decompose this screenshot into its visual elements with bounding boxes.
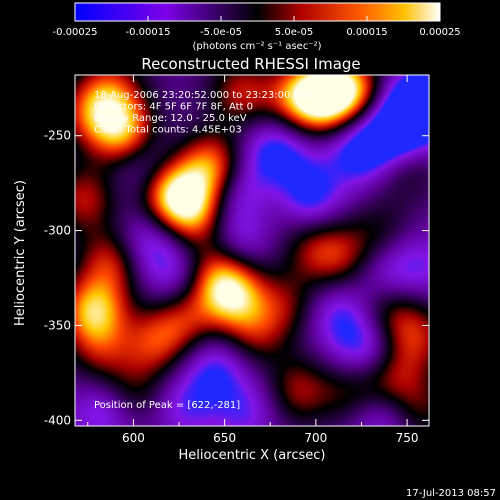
- annotation-line: Clean Total counts: 4.45E+03: [94, 125, 242, 136]
- x-tick-label: 700: [304, 431, 327, 445]
- timestamp: 17-Jul-2013 08:57: [406, 488, 496, 499]
- colorbar-tick-label: -0.00015: [126, 27, 171, 38]
- plot-frame: [74, 74, 430, 427]
- x-axis-label: Heliocentric X (arcsec): [179, 448, 326, 463]
- chart-title: Reconstructed RHESSI Image: [141, 55, 360, 73]
- colorbar-tick-label: 5.0e-05: [275, 27, 313, 38]
- colorbar-tick-label: -5.0e-05: [200, 27, 242, 38]
- annotation-line: Detectors: 4F 5F 6F 7F 8F, Att 0: [94, 102, 253, 113]
- colorbar-ticks: -0.00025 -0.00015 -5.0e-05 5.0e-05 0.00015 0.…: [53, 16, 461, 38]
- colorbar-label: (photons cm⁻² s⁻¹ asec⁻²): [192, 41, 321, 52]
- annotation-line: 18-Aug-2006 23:20:52.000 to 23:23:00.000: [94, 90, 313, 101]
- colorbar: [74, 2, 441, 22]
- annotations: 18-Aug-2006 23:20:52.000 to 23:23:00.000…: [94, 90, 313, 136]
- y-tick-label: -400: [44, 413, 71, 427]
- colorbar-tick-label: -0.00025: [53, 27, 98, 38]
- y-tick-label: -350: [44, 318, 71, 332]
- axes: 600 650 700 750 -250 -300 -350 -400: [44, 75, 429, 445]
- heatmap-image: [75, 75, 429, 426]
- x-tick-label: 650: [213, 431, 236, 445]
- y-tick-label: -250: [44, 129, 71, 143]
- x-tick-label: 600: [122, 431, 145, 445]
- y-axis-label: Heliocentric Y (arcsec): [13, 180, 28, 326]
- colorbar-tick-label: 0.00025: [419, 27, 460, 38]
- annotation-line: Energy Range: 12.0 - 25.0 keV: [94, 113, 247, 124]
- y-tick-label: -300: [44, 224, 71, 238]
- x-tick-label: 750: [396, 431, 419, 445]
- peak-position-label: Position of Peak = [622,-281]: [94, 400, 240, 411]
- colorbar-tick-label: 0.00015: [346, 27, 387, 38]
